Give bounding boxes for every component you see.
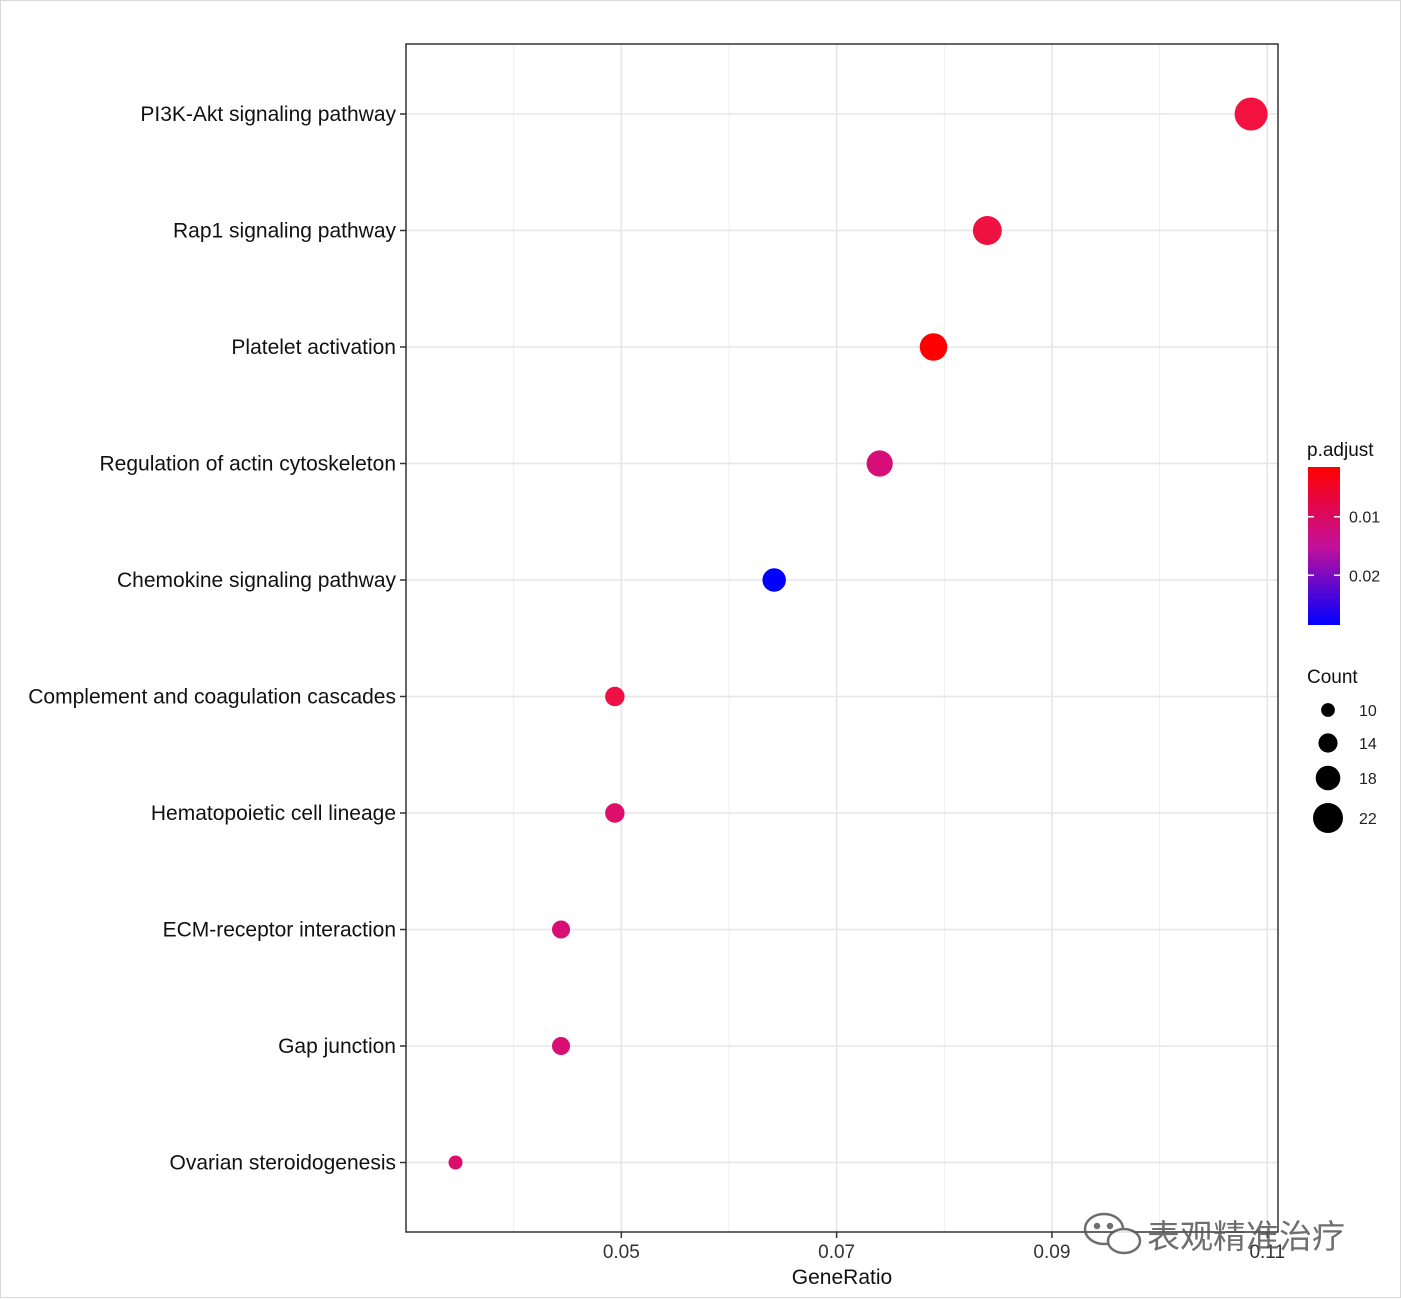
size-legend-items: 10 14 18 22	[1313, 703, 1377, 833]
grid-lines	[406, 44, 1278, 1232]
data-point	[866, 450, 893, 477]
wechat-icon	[1083, 1212, 1142, 1255]
data-point	[605, 803, 625, 823]
panel-border	[405, 43, 1279, 1233]
y-axis: PI3K-Akt signaling pathway Rap1 signaling…	[28, 103, 406, 1175]
panel-background	[406, 44, 1278, 1232]
y-tick-label: ECM-receptor interaction	[163, 919, 396, 942]
size-legend-dot	[1318, 733, 1338, 753]
watermark-text: 表观精准治疗	[1147, 1217, 1345, 1256]
data-point	[1234, 97, 1268, 131]
color-bar-ticks: 0.01 0.02	[1308, 510, 1380, 585]
data-points	[448, 97, 1268, 1170]
y-tick-label: Complement and coagulation cascades	[28, 686, 396, 709]
y-tick-label: PI3K-Akt signaling pathway	[140, 103, 396, 126]
data-point	[762, 568, 786, 592]
y-tick-label: Platelet activation	[231, 336, 396, 359]
y-tick-label: Hematopoietic cell lineage	[151, 802, 396, 825]
y-tick-label: Rap1 signaling pathway	[173, 220, 396, 243]
y-tick-label: Gap junction	[278, 1035, 396, 1058]
size-legend-dot	[1313, 803, 1343, 833]
watermark: 表观精准治疗	[1083, 1212, 1345, 1256]
x-tick-label: 0.11	[1249, 1242, 1285, 1263]
size-legend-label: 10	[1359, 703, 1377, 720]
x-tick-label: 0.09	[1033, 1242, 1070, 1263]
size-legend-label: 18	[1359, 771, 1377, 788]
size-legend-label: 22	[1359, 811, 1377, 828]
x-tick-label: 0.07	[818, 1242, 855, 1263]
size-legend-title: Count	[1307, 667, 1358, 688]
legend: p.adjust 0.01 0.02 Count 10 14 18 22	[1307, 440, 1380, 833]
color-bar-label: 0.02	[1349, 568, 1380, 585]
data-point	[919, 333, 948, 361]
data-point	[605, 686, 625, 707]
size-legend-dot	[1321, 703, 1335, 717]
y-tick-label: Regulation of actin cytoskeleton	[99, 453, 396, 476]
color-bar-label: 0.01	[1349, 510, 1380, 527]
data-point	[448, 1155, 463, 1170]
y-tick-label: Ovarian steroidogenesis	[170, 1152, 396, 1175]
size-legend-label: 14	[1359, 736, 1377, 753]
x-axis-title: GeneRatio	[792, 1266, 892, 1289]
y-tick-label: Chemokine signaling pathway	[117, 569, 396, 592]
data-point	[551, 920, 571, 939]
data-point	[551, 1036, 571, 1056]
x-tick-label: 0.05	[603, 1242, 640, 1263]
size-legend-dot	[1315, 765, 1341, 791]
data-point	[972, 216, 1002, 245]
color-bar	[1308, 467, 1340, 625]
color-legend-title: p.adjust	[1307, 440, 1374, 461]
x-axis: 0.05 0.07 0.09 0.11	[603, 1232, 1285, 1263]
